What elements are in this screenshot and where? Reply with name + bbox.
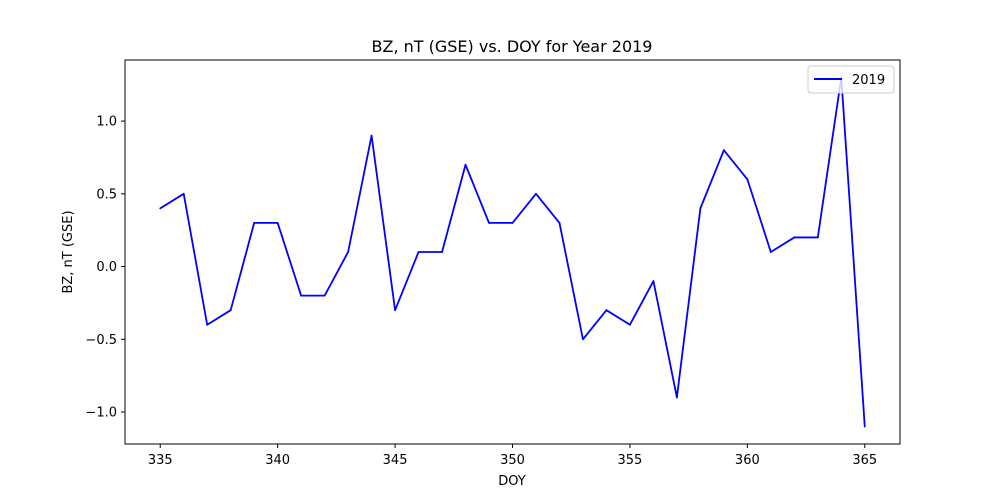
- legend-box: [807, 65, 895, 94]
- data-point: [769, 251, 772, 253]
- data-point: [652, 280, 655, 282]
- data-point: [816, 236, 819, 239]
- data-point: [347, 251, 350, 253]
- data-point: [722, 149, 725, 152]
- data-point: [605, 309, 608, 312]
- x-tick-label: 360: [735, 453, 760, 468]
- y-axis-label: BZ, nT (GSE): [61, 210, 76, 293]
- y-axis: −1.0 −0.5 0.0 0.5 1.0: [85, 115, 125, 421]
- data-point: [511, 222, 514, 224]
- data-point: [159, 207, 162, 210]
- data-point: [675, 396, 678, 399]
- data-point: [206, 323, 209, 326]
- data-point: [863, 425, 866, 428]
- series-layer: [159, 76, 866, 428]
- x-tick-label: 365: [852, 453, 877, 468]
- data-point: [323, 294, 326, 297]
- x-tick-label: 350: [500, 453, 525, 468]
- data-point: [394, 309, 396, 312]
- y-tick-label: 0.5: [96, 187, 117, 202]
- data-point: [370, 134, 373, 137]
- data-point: [182, 192, 185, 195]
- data-point: [535, 192, 537, 195]
- data-point: [488, 222, 490, 224]
- data-point: [793, 236, 796, 239]
- data-point: [699, 207, 702, 210]
- data-point: [464, 163, 467, 166]
- y-tick-label: 0.0: [96, 260, 117, 275]
- data-point: [300, 294, 303, 297]
- chart-title: BZ, nT (GSE) vs. DOY for Year 2019: [372, 37, 653, 56]
- legend-entry-2019: 2019: [852, 73, 885, 88]
- data-point: [582, 338, 584, 341]
- y-tick-label: 1.0: [96, 115, 117, 130]
- data-point: [253, 222, 256, 224]
- data-point: [558, 222, 561, 224]
- y-tick-label: −0.5: [85, 333, 117, 348]
- x-tick-label: 335: [148, 453, 173, 468]
- data-point: [276, 222, 279, 224]
- plot-area-frame: [124, 59, 901, 445]
- y-tick-label: −1.0: [85, 406, 117, 421]
- data-point: [629, 323, 631, 326]
- x-tick-label: 355: [618, 453, 643, 468]
- data-point: [441, 251, 443, 253]
- x-axis-label: DOY: [498, 474, 526, 489]
- x-tick-label: 340: [265, 453, 290, 468]
- data-point: [746, 178, 749, 181]
- data-point: [229, 309, 232, 312]
- x-tick-label: 345: [383, 453, 408, 468]
- series-line-2019: [159, 76, 866, 427]
- legend: 2019: [807, 65, 895, 94]
- data-point: [417, 251, 420, 253]
- x-axis: 335 340 345 350 355 360 365: [148, 444, 877, 468]
